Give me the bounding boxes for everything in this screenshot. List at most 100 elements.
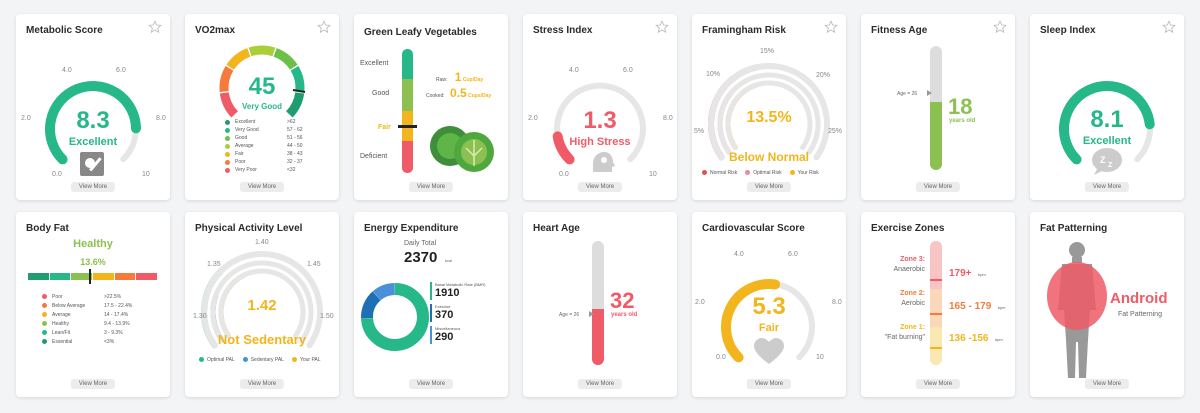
score-status: Excellent	[69, 136, 118, 148]
raw-value: 1	[454, 70, 462, 84]
legend-item: Good 51 - 56	[225, 134, 303, 142]
tick-label: 15%	[760, 48, 774, 55]
legend-item: Excellent >62	[225, 118, 303, 126]
gauge-segment	[226, 48, 251, 70]
fat-pattern-label: Fat Patterning	[1118, 311, 1162, 318]
pal-legend: Optimal PAL Sedentary PAL Your PAL	[191, 357, 321, 363]
fat-patterning-card: Fat Patterning Android Fat Patterning Vi…	[1030, 212, 1184, 397]
legend-label: Poor	[235, 159, 246, 165]
star-icon[interactable]	[148, 20, 162, 34]
legend-range: 9.4 - 13.9%	[104, 320, 130, 327]
card-title: Green Leafy Vegetables	[364, 27, 477, 38]
tick-label: 20%	[816, 72, 830, 79]
age-label: Age = 26	[559, 312, 580, 318]
legend-label: Sedentary PAL	[250, 357, 284, 363]
heart-age-card: Heart Age Age = 26 32 years old View Mor…	[523, 212, 677, 397]
pal-value: 1.42	[247, 297, 276, 314]
tick-label: 2.0	[21, 115, 31, 122]
body-fat-status: Healthy	[73, 238, 113, 250]
star-icon[interactable]	[993, 20, 1007, 34]
card-title: Fat Patterning	[1040, 223, 1108, 234]
legend-item: Your PAL	[284, 357, 321, 363]
energy-item-value: 370	[435, 309, 454, 321]
zone-2-name: Zone 2:	[900, 290, 925, 297]
tick-label: 0.0	[716, 354, 726, 361]
cardio-gauge: 0.0 2.0 4.0 6.0 8.0 10 5.3 Fair	[695, 251, 842, 364]
body-fat-value: 13.6%	[80, 257, 106, 267]
star-icon[interactable]	[655, 20, 669, 34]
cabbage-icon	[430, 126, 494, 172]
donut-slice	[372, 283, 396, 301]
view-more-button[interactable]: View More	[915, 379, 961, 389]
view-more-button[interactable]: View More	[70, 379, 116, 389]
view-more-button[interactable]: View More	[239, 182, 285, 192]
tick-label: 6.0	[116, 67, 126, 74]
card-title: Sleep Index	[1040, 25, 1096, 36]
stress-gauge: 0.0 2.0 4.0 6.0 8.0 10 1.3 High Stress	[528, 67, 673, 178]
stress-status: High Stress	[569, 136, 630, 148]
energy-item: Exercise 370	[430, 304, 485, 322]
tick-label: 10%	[706, 71, 720, 78]
legend-dot	[42, 321, 47, 326]
view-more-button[interactable]: View More	[746, 182, 792, 192]
stress-value: 1.3	[583, 107, 616, 134]
legend-item: Very Good 57 - 62	[225, 126, 303, 134]
view-more-button[interactable]: View More	[408, 182, 454, 192]
zone-1-unit: bpm	[994, 337, 1003, 342]
metabolic-score-card: Metabolic Score 0.0 2.0 4.0 6.0 8.0 10 8…	[16, 14, 170, 200]
tick-label: 10	[649, 171, 657, 178]
view-more-button[interactable]: View More	[577, 182, 623, 192]
legend-range: >62	[287, 119, 296, 125]
legend-range: 32 - 37	[287, 159, 303, 165]
risk-arc	[725, 80, 813, 151]
gauge-fill	[721, 279, 781, 363]
star-icon[interactable]	[1162, 20, 1176, 34]
fat-pattern-value: Android	[1110, 290, 1168, 307]
star-icon[interactable]	[317, 20, 331, 34]
zone-1-desc: "Fat burning"	[884, 334, 925, 341]
zone-3-desc: Anaerobic	[893, 266, 925, 273]
view-more-button[interactable]: View More	[408, 379, 454, 389]
fitness-age-card: Fitness Age Age = 26 18 years old View M…	[861, 14, 1015, 200]
body-fat-card: Body Fat Healthy 13.6% Poor >22.5% Below A…	[16, 212, 170, 397]
legend-label: Healthy	[52, 320, 69, 327]
star-icon[interactable]	[824, 20, 838, 34]
view-more-button[interactable]: View More	[239, 379, 285, 389]
level-label: Good	[372, 90, 390, 97]
tick-label: 4.0	[62, 67, 72, 74]
view-more-button[interactable]: View More	[577, 379, 623, 389]
legend-item: Optimal Risk	[737, 170, 782, 176]
gauge-marker	[292, 89, 306, 93]
body-silhouette-icon	[1047, 242, 1107, 378]
legend-label: Very Poor	[235, 167, 257, 173]
zone-1-name: Zone 1:	[900, 324, 925, 331]
view-more-button[interactable]: View More	[915, 182, 961, 192]
framingham-risk-card: Framingham Risk 5% 10% 15% 20% 25% 13.5%…	[692, 14, 846, 200]
view-more-button[interactable]: View More	[1084, 182, 1130, 192]
legend-item: Optimal PAL	[191, 357, 235, 363]
legend-dot	[225, 127, 230, 133]
legend-range: 17.5 - 22.4%	[104, 302, 133, 309]
legend-label: Average	[52, 311, 71, 318]
sleep-gauge: 8.1 Excellent Z Z	[1059, 81, 1155, 175]
tick-label: 1.45	[307, 261, 321, 268]
vo2max-gauge: 45 Very Good	[219, 45, 306, 118]
tick-label: 2.0	[528, 115, 538, 122]
view-more-button[interactable]: View More	[746, 379, 792, 389]
zone-1-value: 136 -156	[949, 333, 989, 344]
view-more-button[interactable]: View More	[1084, 379, 1130, 389]
level-label: Fair	[378, 124, 391, 131]
legend-dot	[42, 330, 47, 335]
fitness-age-value: 18	[948, 94, 973, 119]
legend-dot	[225, 119, 230, 125]
tick-label: 4.0	[569, 67, 579, 74]
card-title: Energy Expenditure	[364, 223, 459, 234]
legend-label: Your Risk	[797, 170, 819, 176]
risk-value: 13.5%	[746, 109, 791, 126]
bar-segment	[28, 273, 49, 280]
view-more-button[interactable]: View More	[70, 182, 116, 192]
donut-slice	[361, 283, 429, 351]
body-fat-legend: Poor >22.5% Below Average 17.5 - 22.4% Avera…	[42, 292, 132, 346]
zone-2-unit: bpm	[997, 305, 1006, 310]
gauge-fill	[1059, 81, 1155, 165]
